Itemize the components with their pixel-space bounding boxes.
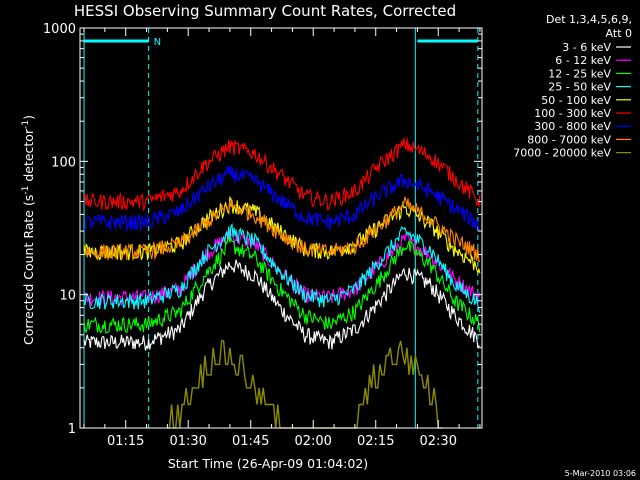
legend-entry-label: 300 - 800 keV xyxy=(534,120,611,133)
series-trace xyxy=(83,259,480,351)
y-tick-label: 10 xyxy=(59,289,76,304)
legend-entry-label: 100 - 300 keV xyxy=(534,107,611,120)
series-100-300-keVkeV xyxy=(83,137,481,211)
series-trace xyxy=(83,229,481,307)
x-tick-label: 02:30 xyxy=(420,434,457,449)
plot-frame xyxy=(79,27,483,429)
x-axis-label: Start Time (26-Apr-09 01:04:02) xyxy=(168,456,368,471)
series-800-7000-keVkeV xyxy=(83,196,481,263)
series-trace xyxy=(83,165,481,231)
plot-area: N xyxy=(83,28,481,429)
series-trace xyxy=(83,196,481,263)
y-axis-label-mid: detector xyxy=(21,128,36,186)
legend-header-2: Att 0 xyxy=(606,27,632,40)
series-trace xyxy=(83,223,481,313)
legend-entry-label: 12 - 25 keV xyxy=(548,67,611,80)
legend-entry-label: 800 - 7000 keV xyxy=(527,133,611,146)
series-3-6-keVkeV xyxy=(83,259,480,351)
x-tick-label: 02:15 xyxy=(357,434,394,449)
y-axis-label-sup1: -1 xyxy=(21,186,31,195)
legend-entry-label: 25 - 50 keV xyxy=(548,81,611,94)
y-axis-label: Corrected Count Rate (s-1 detector-1) xyxy=(21,115,36,345)
legend-entry-label: 7000 - 20000 keV xyxy=(513,147,611,160)
series-6-12-keVkeV xyxy=(83,229,481,307)
axes-frame: 1 10 100 1000 01:15 01:30 01:45 02:00 02:15 02:30 xyxy=(43,22,483,449)
series-12-25-keVkeV xyxy=(83,236,481,334)
y-axis-label-main: Corrected Count Rate (s xyxy=(21,195,36,345)
y-tick-label: 1000 xyxy=(43,22,76,37)
legend-entry-label: 6 - 12 keV xyxy=(555,54,611,67)
legend-entry-label: 3 - 6 keV xyxy=(562,41,611,54)
series-trace xyxy=(83,137,481,211)
night-marker-label: N xyxy=(154,37,161,48)
series-trace xyxy=(83,236,481,334)
y-tick-label: 1 xyxy=(68,422,76,437)
x-tick-label: 01:15 xyxy=(107,434,144,449)
x-tick-label: 01:30 xyxy=(169,434,206,449)
legend-entry-label: 50 - 100 keV xyxy=(541,94,611,107)
series-25-50-keVkeV xyxy=(83,223,481,313)
series-trace xyxy=(167,340,443,429)
y-axis-label-end: ) xyxy=(21,115,36,120)
legend-header-1: Det 1,3,4,5,6,9, xyxy=(546,13,632,26)
series-7000-20000-keVkeV xyxy=(167,340,443,429)
y-axis-label-sup2: -1 xyxy=(21,120,31,129)
x-tick-label: 02:00 xyxy=(294,434,331,449)
x-tick-label: 01:45 xyxy=(232,434,269,449)
timestamp: 5-Mar-2010 03:06 xyxy=(565,469,636,478)
chart-title: HESSI Observing Summary Count Rates, Cor… xyxy=(74,2,456,20)
series-300-800-keVkeV xyxy=(83,165,481,231)
y-tick-label: 100 xyxy=(51,155,76,170)
